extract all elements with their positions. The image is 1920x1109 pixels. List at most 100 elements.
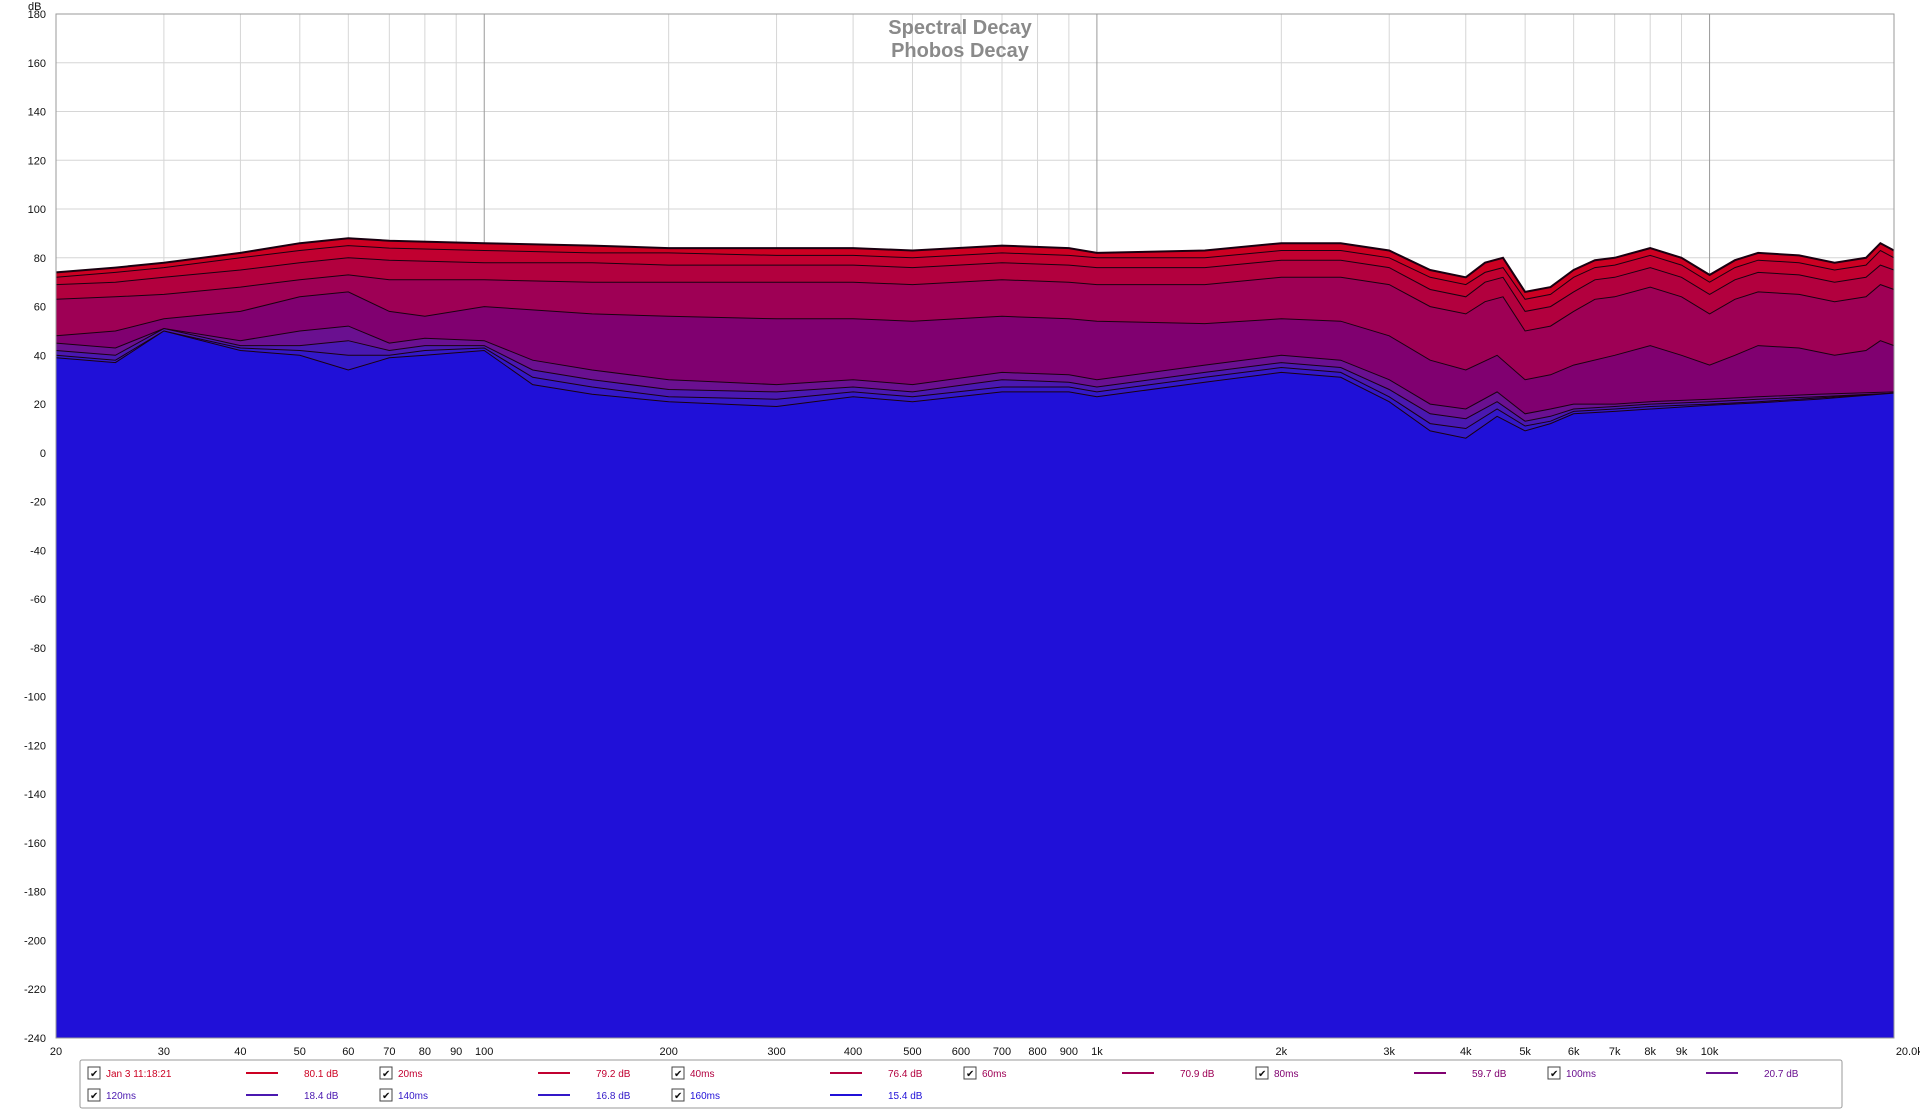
x-tick-label: 300: [767, 1046, 785, 1058]
x-tick-label: 500: [903, 1046, 921, 1058]
legend-value: 15.4 dB: [888, 1091, 923, 1102]
x-tick-label: 60: [342, 1046, 354, 1058]
y-tick-label: -60: [30, 594, 46, 606]
y-tick-label: -220: [24, 984, 46, 996]
x-tick-label: 800: [1028, 1046, 1046, 1058]
y-tick-label: 60: [34, 302, 46, 314]
checkmark-icon: ✔: [90, 1069, 98, 1080]
y-tick-label: 40: [34, 350, 46, 362]
legend-series-name: 160ms: [690, 1091, 720, 1102]
x-tick-label: 600: [952, 1046, 970, 1058]
y-tick-label: 20: [34, 399, 46, 411]
x-tick-label: 700: [993, 1046, 1011, 1058]
x-tick-label: 7k: [1609, 1046, 1621, 1058]
x-tick-label: 900: [1060, 1046, 1078, 1058]
y-tick-label: -40: [30, 545, 46, 557]
legend-value: 70.9 dB: [1180, 1069, 1215, 1080]
y-tick-label: 80: [34, 253, 46, 265]
legend-item[interactable]: ✔ 20ms 79.2 dB: [379, 1066, 631, 1080]
y-axis-unit: dB: [28, 1, 41, 13]
checkmark-icon: ✔: [674, 1069, 682, 1080]
y-tick-label: 140: [28, 107, 46, 119]
legend-item[interactable]: ✔ 120ms 18.4 dB: [87, 1088, 339, 1102]
chart-subtitle: Phobos Decay: [891, 40, 1030, 62]
x-tick-label: 20.0kHz: [1896, 1046, 1920, 1058]
decay-line-3: [55, 257, 1895, 312]
legend: ✔ Jan 3 11:18:21 80.1 dB ✔ 20ms 79.2 dB ✔ 40ms 7…: [87, 1066, 1799, 1102]
decay-line-6: [55, 325, 1895, 415]
x-tick-label: 5k: [1519, 1046, 1531, 1058]
legend-item[interactable]: ✔ 60ms 70.9 dB: [963, 1066, 1215, 1080]
x-tick-label: 100: [475, 1046, 493, 1058]
checkmark-icon: ✔: [382, 1069, 390, 1080]
legend-item[interactable]: ✔ 100ms 20.7 dB: [1547, 1066, 1799, 1080]
legend-series-name: 20ms: [398, 1069, 422, 1080]
legend-series-name: 140ms: [398, 1091, 428, 1102]
y-tick-label: 0: [40, 448, 46, 460]
x-tick-label: 200: [659, 1046, 677, 1058]
x-tick-label: 8k: [1644, 1046, 1656, 1058]
legend-series-name: 100ms: [1566, 1069, 1596, 1080]
legend-checkbox[interactable]: [379, 1088, 393, 1102]
x-tick-label: 9k: [1676, 1046, 1688, 1058]
checkmark-icon: ✔: [1550, 1069, 1558, 1080]
legend-checkbox[interactable]: [1547, 1066, 1561, 1080]
decay-line-9: [55, 330, 1895, 439]
y-tick-label: -120: [24, 740, 46, 752]
y-tick-label: -20: [30, 497, 46, 509]
legend-value: 80.1 dB: [304, 1069, 339, 1080]
y-tick-label: 120: [28, 155, 46, 167]
legend-series-name: 120ms: [106, 1091, 136, 1102]
x-tick-label: 40: [234, 1046, 246, 1058]
legend-checkbox[interactable]: [87, 1066, 101, 1080]
y-tick-label: -100: [24, 692, 46, 704]
legend-item[interactable]: ✔ 140ms 16.8 dB: [379, 1088, 631, 1102]
legend-checkbox[interactable]: [963, 1066, 977, 1080]
checkmark-icon: ✔: [382, 1091, 390, 1102]
x-tick-label: 10k: [1701, 1046, 1719, 1058]
decay-area-9: [56, 331, 1894, 1038]
legend-series-name: 80ms: [1274, 1069, 1298, 1080]
legend-box: [79, 1059, 1843, 1109]
x-tick-label: 400: [844, 1046, 862, 1058]
x-tick-label: 1k: [1091, 1046, 1103, 1058]
legend-series-name: 60ms: [982, 1069, 1006, 1080]
decay-line-4: [55, 274, 1895, 332]
y-tick-label: -240: [24, 1033, 46, 1045]
legend-checkbox[interactable]: [1255, 1066, 1269, 1080]
x-axis-ticks: 20 30 40 50 60 70 80 90 100 200 300 400 500 600 700 800…: [50, 1046, 1920, 1058]
legend-checkbox[interactable]: [87, 1088, 101, 1102]
legend-item[interactable]: ✔ Jan 3 11:18:21 80.1 dB: [87, 1066, 339, 1080]
y-tick-label: -140: [24, 789, 46, 801]
legend-series-name: Jan 3 11:18:21: [106, 1069, 172, 1080]
y-axis-ticks: 180 160 140 120 100 80 60 40 20 0 -20 -40 -60 -80 -100…: [24, 9, 46, 1045]
legend-checkbox[interactable]: [671, 1088, 685, 1102]
legend-item[interactable]: ✔ 160ms 15.4 dB: [671, 1088, 923, 1102]
x-tick-label: 30: [158, 1046, 170, 1058]
legend-value: 16.8 dB: [596, 1091, 631, 1102]
legend-value: 18.4 dB: [304, 1091, 339, 1102]
legend-value: 20.7 dB: [1764, 1069, 1799, 1080]
x-tick-label: 20: [50, 1046, 62, 1058]
decay-line-7: [55, 327, 1895, 422]
x-tick-label: 2k: [1276, 1046, 1288, 1058]
x-tick-label: 80: [419, 1046, 431, 1058]
x-tick-label: 4k: [1460, 1046, 1472, 1058]
x-tick-label: 70: [383, 1046, 395, 1058]
checkmark-icon: ✔: [966, 1069, 974, 1080]
x-tick-label: 90: [450, 1046, 462, 1058]
decay-line-8: [55, 330, 1895, 430]
legend-value: 76.4 dB: [888, 1069, 923, 1080]
legend-value: 79.2 dB: [596, 1069, 631, 1080]
y-tick-label: -160: [24, 838, 46, 850]
legend-item[interactable]: ✔ 80ms 59.7 dB: [1255, 1066, 1507, 1080]
decay-areas: [55, 237, 1895, 1039]
y-tick-label: -180: [24, 887, 46, 899]
legend-checkbox[interactable]: [671, 1066, 685, 1080]
chart-title: Spectral Decay: [888, 17, 1032, 39]
legend-item[interactable]: ✔ 40ms 76.4 dB: [671, 1066, 923, 1080]
y-tick-label: -200: [24, 935, 46, 947]
decay-line-5: [55, 291, 1895, 381]
legend-checkbox[interactable]: [379, 1066, 393, 1080]
